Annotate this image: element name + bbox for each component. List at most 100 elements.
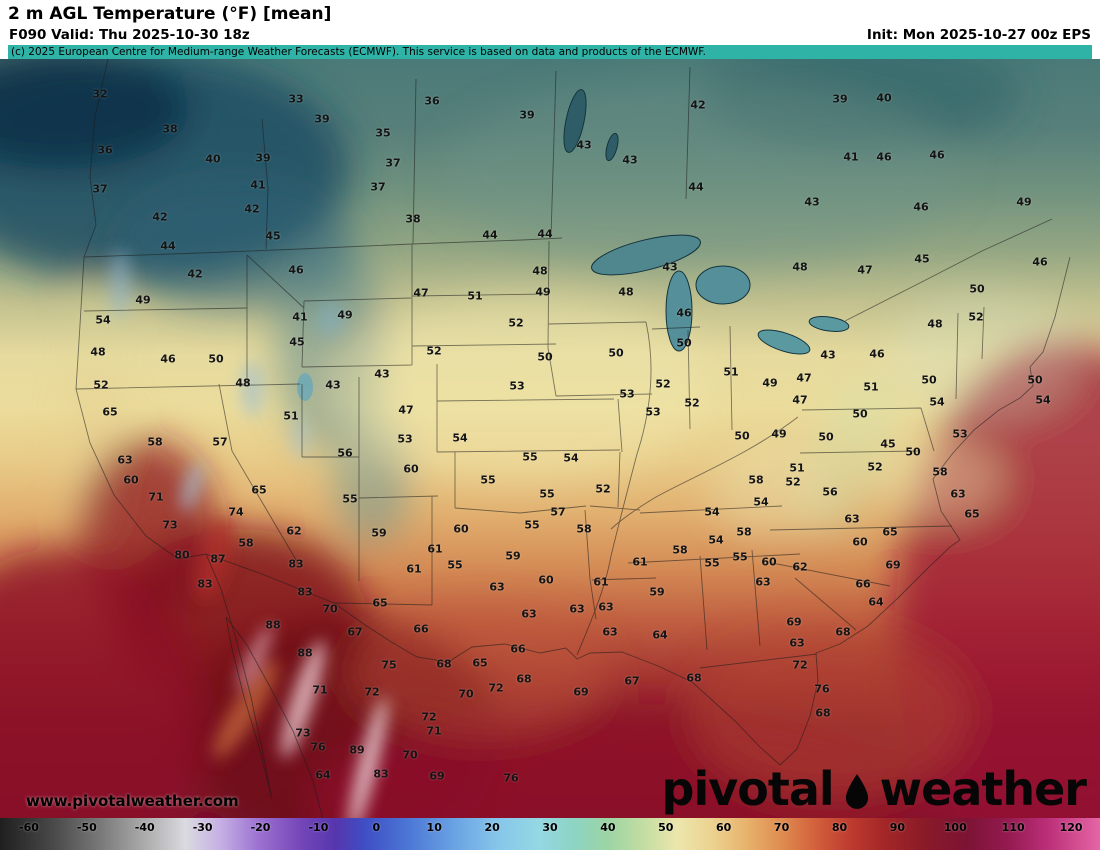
temp-label: 60: [538, 573, 554, 587]
colorbar-tick: 20: [484, 821, 500, 835]
temp-label: 38: [162, 122, 178, 136]
temp-label: 60: [123, 473, 139, 487]
meta-row: F090 Valid: Thu 2025-10-30 18z Init: Mon…: [8, 26, 1092, 45]
temp-label: 42: [244, 202, 260, 216]
temp-label: 63: [569, 602, 585, 616]
temp-label: 44: [537, 227, 553, 241]
temp-label: 55: [342, 492, 358, 506]
temp-label: 63: [755, 575, 771, 589]
temp-label: 62: [286, 524, 302, 538]
temp-label: 39: [832, 92, 848, 106]
temp-label: 66: [855, 577, 871, 591]
init-time-label: Init: Mon 2025-10-27 00z EPS: [866, 27, 1091, 43]
temperature-field-graphic: [0, 59, 1100, 819]
temp-label: 50: [905, 445, 921, 459]
lake-huron: [695, 265, 751, 305]
colorbar-tick: -50: [76, 821, 97, 835]
temp-label: 42: [690, 98, 706, 112]
temp-label: 52: [867, 460, 883, 474]
temp-label: 41: [843, 150, 859, 164]
temperature-labels-layer: 32 33 36 39 42 39 40 38 39 35 43 36 40 39 37 43 41 46 46 37…: [0, 59, 1100, 818]
header: 2 m AGL Temperature (°F) [mean] F090 Val…: [0, 0, 1100, 59]
temp-label: 43: [662, 260, 678, 274]
temp-label: 52: [655, 377, 671, 391]
colorbar-ticks: -60 -50 -40 -30 -20 -10 0 10 20 30 40 50 60 70 80 90 100…: [0, 818, 1100, 850]
temp-label: 54: [452, 431, 468, 445]
temp-label: 57: [550, 505, 566, 519]
colorbar-tick: -40: [134, 821, 155, 835]
temp-label: 48: [532, 264, 548, 278]
temp-label: 60: [852, 535, 868, 549]
temp-label: 58: [238, 536, 254, 550]
lake-erie: [757, 329, 811, 355]
temp-label: 51: [283, 409, 299, 423]
temp-label: 48: [90, 345, 106, 359]
colorbar: -60 -50 -40 -30 -20 -10 0 10 20 30 40 50 60 70 80 90 100…: [0, 818, 1100, 850]
temp-label: 68: [835, 625, 851, 639]
page-title: 2 m AGL Temperature (°F) [mean]: [8, 4, 332, 24]
temp-label: 47: [792, 393, 808, 407]
temp-label: 64: [315, 768, 331, 782]
temp-label: 66: [510, 642, 526, 656]
temp-label: 63: [844, 512, 860, 526]
temp-label: 51: [723, 365, 739, 379]
temp-label: 58: [672, 543, 688, 557]
map-area: 32 33 36 39 42 39 40 38 39 35 43 36 40 39 37 43 41 46 46 37…: [0, 59, 1100, 819]
temp-label: 55: [524, 518, 540, 532]
temp-label: 72: [421, 710, 437, 724]
brand-word-weather: weather: [879, 762, 1087, 817]
temp-label: 83: [197, 577, 213, 591]
temp-label: 65: [472, 656, 488, 670]
temp-label: 54: [95, 313, 111, 327]
lake-winnipeg: [563, 89, 587, 153]
temp-label: 63: [521, 607, 537, 621]
temp-label: 60: [761, 555, 777, 569]
colorbar-tick: 0: [372, 821, 381, 835]
coastlines-and-borders: [75, 59, 1071, 819]
temp-label: 57: [212, 435, 228, 449]
temp-label: 63: [789, 636, 805, 650]
temp-label: 33: [288, 92, 304, 106]
temp-label: 47: [413, 286, 429, 300]
temp-label: 70: [322, 602, 338, 616]
temp-label: 73: [162, 518, 178, 532]
temp-label: 54: [929, 395, 945, 409]
temp-label: 50: [921, 373, 937, 387]
colorbar-tick: -60: [19, 821, 39, 835]
temp-label: 83: [288, 557, 304, 571]
temp-label: 68: [516, 672, 532, 686]
temp-label: 64: [868, 595, 884, 609]
temp-label: 55: [480, 473, 496, 487]
temp-label: 75: [381, 658, 397, 672]
temp-label: 39: [314, 112, 330, 126]
temp-label: 51: [467, 289, 483, 303]
temp-label: 50: [676, 336, 692, 350]
temp-label: 73: [295, 726, 311, 740]
temp-label: 40: [205, 152, 221, 166]
temp-label: 56: [337, 446, 353, 460]
attribution-bar: (c) 2025 European Centre for Medium-rang…: [8, 45, 1092, 59]
temp-label: 49: [135, 293, 151, 307]
colorbar-tick: -20: [250, 821, 271, 835]
temp-label: 47: [857, 263, 873, 277]
temp-label: 62: [792, 560, 808, 574]
temp-label: 46: [288, 263, 304, 277]
temp-label: 63: [950, 487, 966, 501]
temp-label: 65: [102, 405, 118, 419]
temp-label: 69: [429, 769, 445, 783]
temp-label: 71: [312, 683, 328, 697]
temp-label: 58: [576, 522, 592, 536]
droplet-icon: [845, 774, 868, 809]
temp-label: 50: [208, 352, 224, 366]
temp-label: 50: [1027, 373, 1043, 387]
temp-label: 45: [265, 229, 281, 243]
temp-label: 52: [684, 396, 700, 410]
temp-label: 37: [92, 182, 108, 196]
temp-label: 54: [753, 495, 769, 509]
temp-label: 44: [688, 180, 704, 194]
temp-label: 69: [573, 685, 589, 699]
temp-label: 58: [932, 465, 948, 479]
temp-label: 50: [852, 407, 868, 421]
temp-label: 42: [152, 210, 168, 224]
temp-label: 69: [786, 615, 802, 629]
